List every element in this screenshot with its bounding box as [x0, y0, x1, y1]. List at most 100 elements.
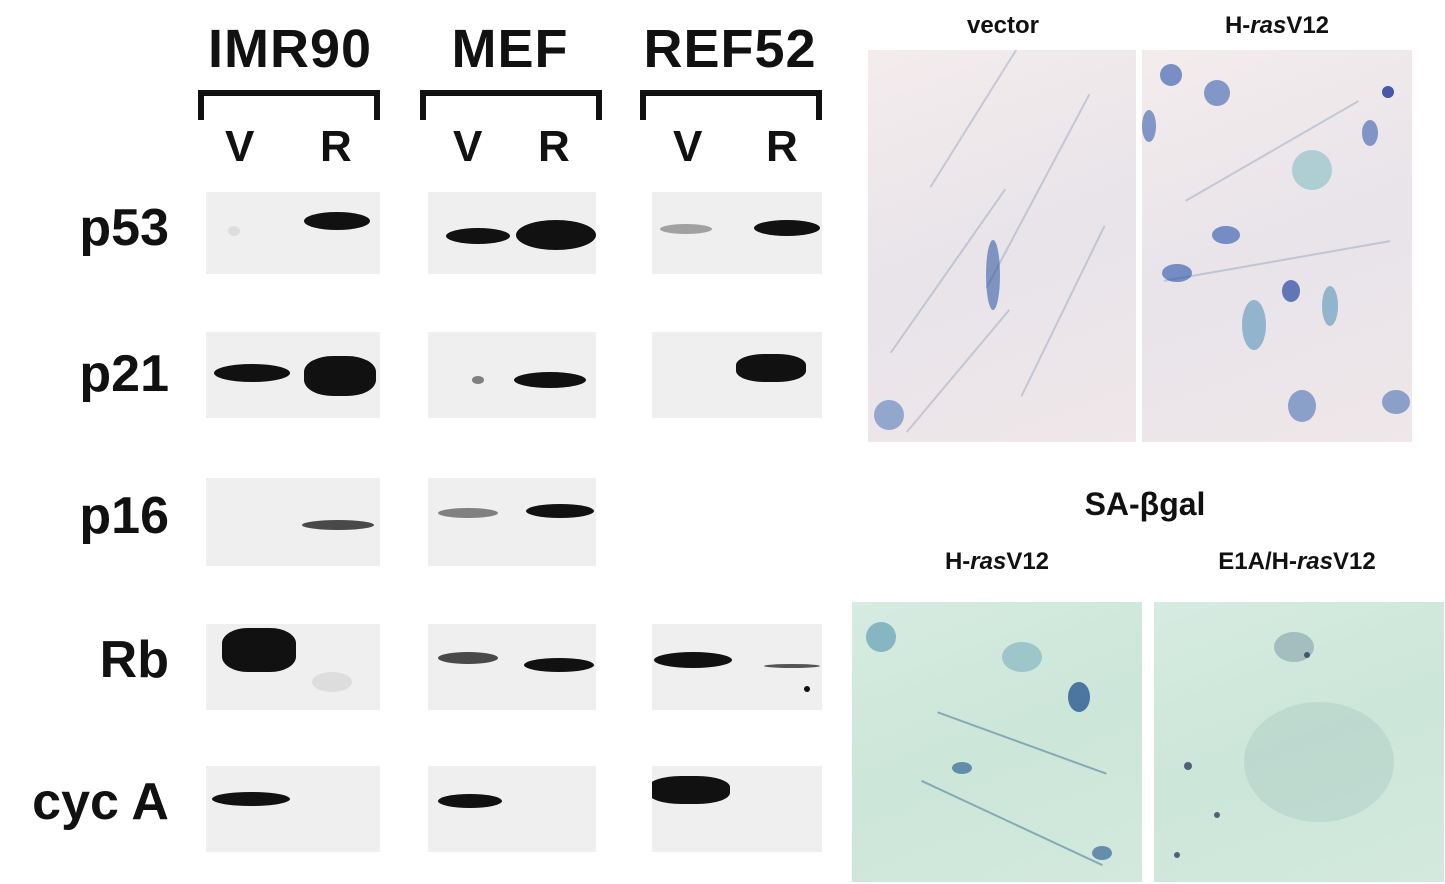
- photo-e1a-h-rasv12: [1154, 602, 1444, 882]
- band: [526, 504, 594, 518]
- blot-p53-imr90: [206, 192, 380, 274]
- band: [212, 792, 290, 806]
- protein-label-p21: p21: [79, 345, 169, 403]
- fiber: [905, 309, 1011, 433]
- blot-p16-mef: [428, 478, 596, 566]
- band: [736, 354, 806, 382]
- band: [304, 356, 376, 396]
- cell-stain: [1382, 86, 1394, 98]
- band: [654, 652, 732, 668]
- band: [516, 220, 596, 250]
- bracket-imr90: [198, 90, 380, 120]
- cell-stain: [986, 240, 1000, 310]
- band: [222, 628, 296, 672]
- cell-stain: [1362, 120, 1378, 146]
- cell-stain: [1322, 286, 1338, 326]
- photo-label-vector: vector: [966, 12, 1040, 39]
- band: [514, 372, 586, 388]
- cell-stain: [1092, 846, 1112, 860]
- blot-p53-ref52: [652, 192, 822, 274]
- protein-label-cyc-a: cyc A: [32, 773, 169, 831]
- photo-label-e1a-h-rasv12: E1A/H-rasV12: [1152, 548, 1442, 576]
- fiber: [929, 50, 1027, 188]
- protein-label-p16: p16: [79, 487, 169, 545]
- lane-label-imr90-r: R: [320, 122, 352, 171]
- cell-stain: [1244, 702, 1394, 822]
- blot-p21-mef: [428, 332, 596, 418]
- band: [302, 520, 374, 530]
- band: [304, 212, 370, 230]
- fiber: [1184, 100, 1360, 202]
- photo-h-rasv12-senescent: [1142, 50, 1412, 442]
- cell-stain: [1382, 390, 1410, 414]
- blot-rb-ref52: [652, 624, 822, 710]
- blot-rb-mef: [428, 624, 596, 710]
- cell-line-header-ref52: REF52: [643, 19, 817, 79]
- cell-stain: [952, 762, 972, 774]
- label-italic: ras: [1250, 12, 1287, 39]
- lane-label-imr90-v: V: [225, 122, 255, 171]
- blot-rb-imr90: [206, 624, 380, 710]
- fiber: [920, 779, 1104, 867]
- band: [214, 364, 290, 382]
- label-italic: ras: [970, 548, 1007, 575]
- bracket-mef: [420, 90, 602, 120]
- bracket-ref52: [640, 90, 822, 120]
- cell-line-header-imr90: IMR90: [207, 19, 373, 79]
- label-suffix: V12: [1286, 12, 1330, 39]
- band: [312, 672, 352, 692]
- label-prefix: H-: [1224, 12, 1251, 39]
- lane-label-mef-r: R: [538, 122, 570, 171]
- cell-stain: [1282, 280, 1300, 302]
- cell-stain: [1142, 110, 1156, 142]
- band: [660, 224, 712, 234]
- cell-stain: [1174, 852, 1180, 858]
- lane-label-ref52-r: R: [766, 122, 798, 171]
- blot-cyca-ref52: [652, 766, 822, 852]
- section-title-sa-bgal: SA-βgal: [1084, 486, 1206, 522]
- cell-stain: [1304, 652, 1310, 658]
- blot-cyca-imr90: [206, 766, 380, 852]
- lane-label-ref52-v: V: [673, 122, 703, 171]
- label-prefix: H-: [944, 548, 971, 575]
- lane-label-mef-v: V: [453, 122, 483, 171]
- blot-p53-mef: [428, 192, 596, 274]
- cell-line-header-mef: MEF: [451, 19, 569, 79]
- cell-stain: [1288, 390, 1316, 422]
- blot-cyca-mef: [428, 766, 596, 852]
- fiber: [1163, 240, 1391, 282]
- band: [472, 376, 484, 384]
- band: [438, 794, 502, 808]
- band: [652, 776, 730, 804]
- photo-vector: [868, 50, 1136, 442]
- protein-label-p53: p53: [79, 199, 169, 257]
- blot-p21-imr90: [206, 332, 380, 418]
- photo-label-h-rasv12-bottom: H-rasV12: [852, 548, 1142, 576]
- band: [754, 220, 820, 236]
- band: [446, 228, 510, 244]
- cell-stain: [1162, 264, 1192, 282]
- band: [804, 686, 810, 692]
- label-italic: ras: [1296, 548, 1334, 575]
- label-prefix: E1A/H-: [1218, 548, 1297, 575]
- band: [764, 664, 820, 668]
- cell-stain: [874, 400, 904, 430]
- cell-stain: [1212, 226, 1240, 244]
- photo-h-rasv12-green: [852, 602, 1142, 882]
- band: [524, 658, 594, 672]
- fiber: [1020, 225, 1106, 397]
- label-suffix: V12: [1006, 548, 1050, 575]
- cell-stain: [1068, 682, 1090, 712]
- band: [438, 508, 498, 518]
- cell-stain: [1002, 642, 1042, 672]
- cell-stain: [1204, 80, 1230, 106]
- label-suffix: V12: [1333, 548, 1376, 575]
- cell-stain: [1160, 64, 1182, 86]
- cell-stain: [1214, 812, 1220, 818]
- cell-stain: [1292, 150, 1332, 190]
- protein-label-rb: Rb: [99, 631, 169, 689]
- photo-label-h-rasv12-top: H-rasV12: [1142, 12, 1412, 40]
- band: [228, 226, 240, 236]
- blot-p16-imr90: [206, 478, 380, 566]
- cell-stain: [866, 622, 896, 652]
